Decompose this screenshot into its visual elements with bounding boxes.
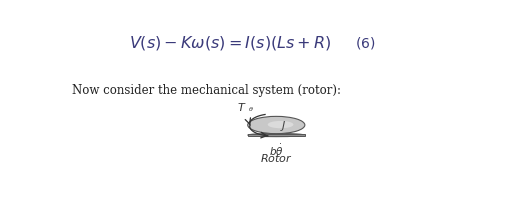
Text: $Rotor$: $Rotor$	[260, 152, 293, 164]
Ellipse shape	[248, 133, 305, 137]
Text: $b\dot{\theta}$: $b\dot{\theta}$	[269, 143, 284, 158]
Text: $J$: $J$	[280, 119, 287, 133]
Text: $T$: $T$	[237, 101, 246, 113]
Text: $(6)$: $(6)$	[355, 35, 376, 51]
Polygon shape	[248, 134, 305, 136]
Text: $_\theta$: $_\theta$	[248, 105, 254, 114]
Text: Now consider the mechanical system (rotor):: Now consider the mechanical system (roto…	[72, 84, 341, 97]
Text: $V(s)-K\omega(s)=I(s)(Ls+R)$: $V(s)-K\omega(s)=I(s)(Ls+R)$	[130, 34, 332, 52]
Ellipse shape	[268, 121, 293, 128]
Ellipse shape	[248, 116, 305, 134]
